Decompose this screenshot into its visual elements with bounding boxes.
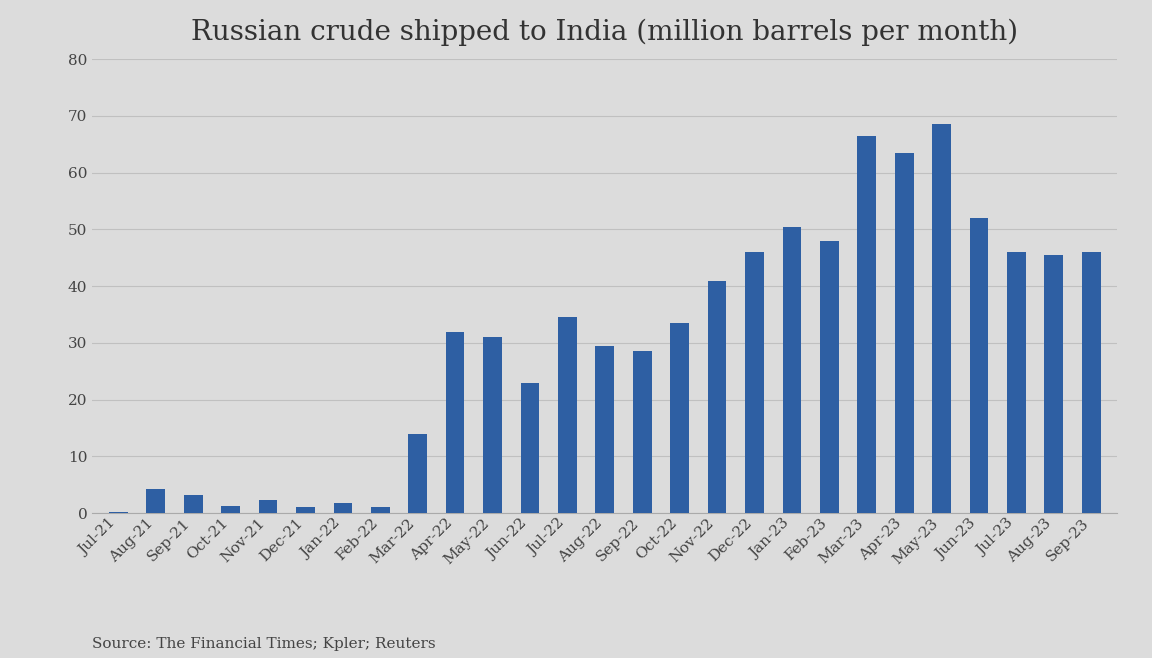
Bar	[895, 153, 914, 513]
Title: Russian crude shipped to India (million barrels per month): Russian crude shipped to India (million …	[191, 18, 1018, 46]
Bar	[1007, 252, 1025, 513]
Bar	[1045, 255, 1063, 513]
Bar	[782, 226, 802, 513]
Bar	[446, 332, 464, 513]
Bar	[1082, 252, 1100, 513]
Bar	[408, 434, 427, 513]
Bar	[521, 383, 539, 513]
Bar	[184, 495, 203, 513]
Bar	[221, 506, 240, 513]
Bar	[857, 136, 876, 513]
Bar	[707, 280, 727, 513]
Text: Source: The Financial Times; Kpler; Reuters: Source: The Financial Times; Kpler; Reut…	[92, 638, 435, 651]
Bar	[632, 351, 652, 513]
Bar	[109, 511, 128, 513]
Bar	[371, 507, 389, 513]
Bar	[820, 241, 839, 513]
Bar	[296, 507, 314, 513]
Bar	[932, 124, 950, 513]
Bar	[970, 218, 988, 513]
Bar	[670, 323, 689, 513]
Bar	[558, 317, 577, 513]
Bar	[334, 503, 353, 513]
Bar	[259, 500, 278, 513]
Bar	[146, 490, 165, 513]
Bar	[745, 252, 764, 513]
Bar	[483, 338, 502, 513]
Bar	[596, 346, 614, 513]
